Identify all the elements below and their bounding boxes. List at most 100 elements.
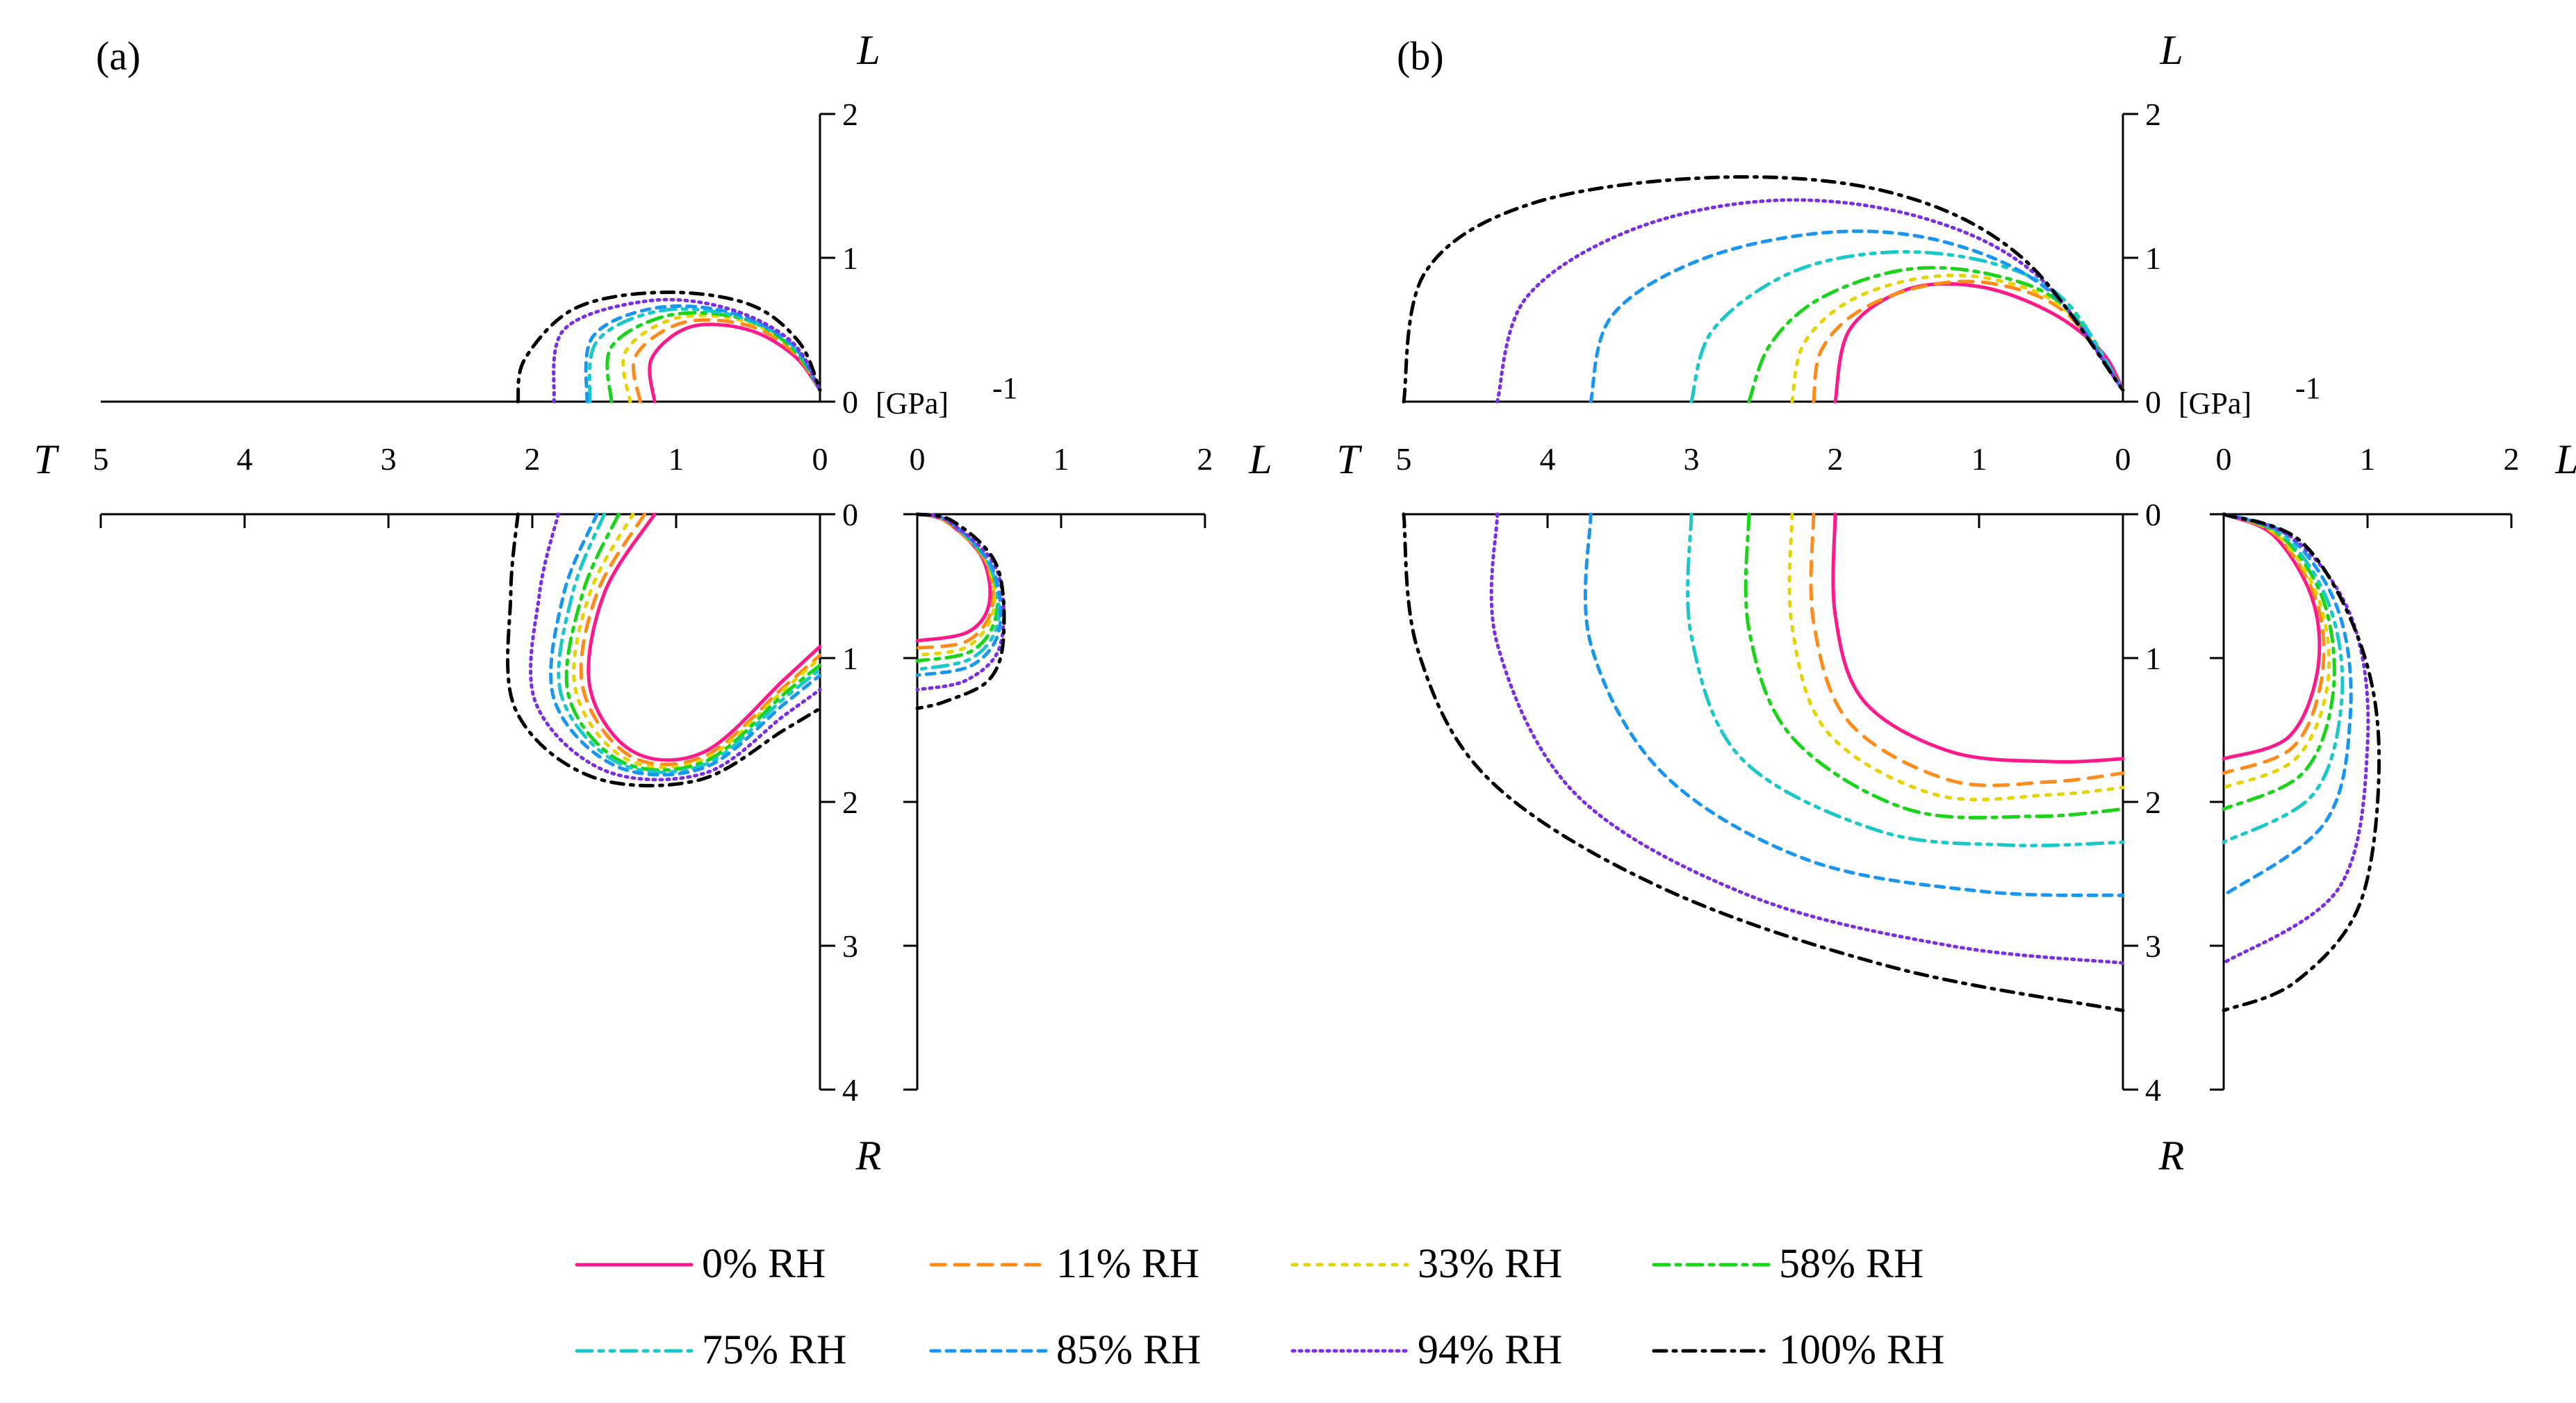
tick-label-l-lower: 2 (2504, 441, 2520, 477)
series-line (632, 318, 822, 404)
axis-label-t: T (33, 436, 59, 482)
legend-item: 0% RH (575, 1240, 826, 1286)
axis-label-l-upper: L (2159, 27, 2183, 73)
series-line (579, 512, 822, 766)
tick-label-l-lower: 0 (2216, 441, 2232, 477)
axis-label-r: R (855, 1133, 882, 1179)
tick-label-l-lower: 1 (1053, 441, 1069, 477)
unit-label: [GPa] (876, 386, 949, 420)
tick-label-r: 1 (842, 641, 858, 676)
tick-label-l-lower: 1 (2360, 441, 2376, 477)
series-line (564, 512, 822, 772)
axis-label-l-right: L (2554, 436, 2576, 482)
tick-label-r: 2 (2145, 785, 2161, 820)
axis-label-l-upper: L (856, 27, 880, 73)
series-line (1689, 249, 2125, 404)
tick-label-r: 4 (842, 1072, 858, 1108)
tick-label-t: 1 (668, 441, 684, 477)
unit-exponent: -1 (2295, 371, 2321, 405)
legend-label: 58% RH (1779, 1240, 1923, 1286)
legend-item: 33% RH (1290, 1240, 1562, 1286)
series-line (1812, 279, 2125, 404)
series-line (529, 512, 822, 782)
legend-label: 33% RH (1418, 1240, 1562, 1286)
legend-label: 0% RH (702, 1240, 826, 1286)
legend-label: 94% RH (1418, 1327, 1562, 1372)
series-line (1686, 512, 2125, 848)
series-line (915, 512, 1003, 678)
tick-label-l-upper: 1 (2145, 240, 2161, 276)
series-line (557, 512, 822, 774)
tick-label-t: 3 (1684, 441, 1700, 477)
series-line (1589, 229, 2125, 404)
series-line (2222, 512, 2331, 789)
quadrant-lower-right (915, 512, 1006, 710)
series-line (605, 311, 822, 404)
tick-label-t: 0 (2115, 441, 2131, 477)
series-line (915, 512, 995, 650)
tick-label-l-upper: 0 (2145, 384, 2161, 420)
unit-exponent: -1 (992, 371, 1018, 405)
series-line (915, 512, 992, 643)
series-line (1831, 512, 2125, 764)
legend-item: 75% RH (575, 1327, 846, 1372)
series-line (648, 322, 822, 404)
quadrant-upper-left (516, 290, 822, 404)
series-line (1787, 512, 2125, 802)
tick-label-t: 0 (812, 441, 828, 477)
series-line (549, 512, 822, 777)
tick-label-t: 2 (525, 441, 541, 477)
series-line (1790, 273, 2125, 404)
tick-label-t: 1 (1971, 441, 1987, 477)
legend-label: 75% RH (702, 1327, 846, 1372)
series-line (915, 512, 1006, 691)
legend-item: 58% RH (1652, 1240, 1923, 1286)
tick-label-l-upper: 0 (842, 384, 858, 420)
series-line (2222, 512, 2381, 1012)
panel-label: (a) (96, 33, 140, 79)
series-line (1402, 175, 2125, 404)
legend-item: 94% RH (1290, 1327, 1562, 1372)
tick-label-t: 4 (1540, 441, 1556, 477)
tick-label-r: 3 (842, 928, 858, 964)
axis-label-r: R (2158, 1133, 2185, 1179)
panel-label: (b) (1397, 33, 1444, 79)
series-line (586, 512, 822, 762)
series-line (572, 512, 822, 769)
axis-label-t: T (1336, 436, 1362, 482)
tick-label-l-upper: 2 (842, 97, 858, 132)
series-line (1402, 512, 2125, 1012)
tick-label-r: 0 (2145, 497, 2161, 532)
tick-label-r: 2 (842, 785, 858, 820)
series-line (1495, 198, 2125, 404)
tick-label-t: 2 (1828, 441, 1844, 477)
tick-label-t: 3 (381, 441, 397, 477)
series-line (506, 512, 822, 788)
series-line (2222, 512, 2336, 811)
series-line (2222, 512, 2322, 761)
series-line (1744, 512, 2125, 820)
legend-label: 11% RH (1056, 1240, 1199, 1286)
tick-label-r: 4 (2145, 1072, 2161, 1108)
series-line (2222, 512, 2370, 965)
legend-item: 85% RH (929, 1327, 1201, 1372)
quadrant-lower-right (2222, 512, 2381, 1012)
tick-label-l-lower: 0 (910, 441, 926, 477)
tick-label-t: 5 (93, 441, 109, 477)
tick-label-t: 4 (237, 441, 253, 477)
series-line (2222, 512, 2326, 776)
tick-label-l-upper: 2 (2145, 97, 2161, 132)
tick-label-l-upper: 1 (842, 240, 858, 276)
series-line (1489, 512, 2125, 965)
quadrant-upper-left (1402, 175, 2125, 404)
axis-label-l-right: L (1248, 436, 1272, 482)
tick-label-r: 0 (842, 497, 858, 532)
tick-label-r: 1 (2145, 641, 2161, 676)
series-line (552, 297, 822, 404)
tick-label-t: 5 (1396, 441, 1412, 477)
series-line (1583, 512, 2125, 897)
quadrant-lower-left (1402, 512, 2125, 1012)
